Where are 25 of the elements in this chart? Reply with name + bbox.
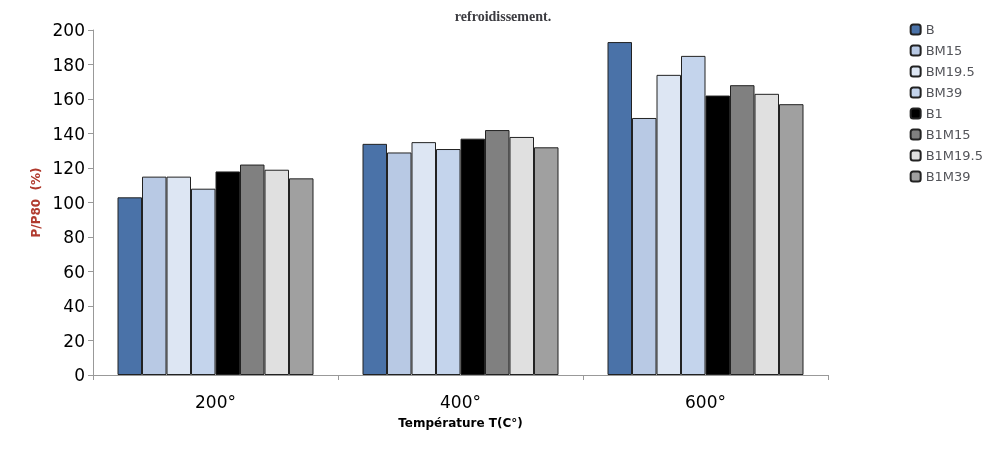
x-tick-label: 400° bbox=[440, 391, 481, 412]
legend-label: B bbox=[925, 22, 935, 37]
y-tick-label: 60 bbox=[63, 261, 85, 282]
legend-label: B1M15 bbox=[925, 127, 971, 142]
y-tick-label: 160 bbox=[52, 89, 85, 109]
y-tick-label: 140 bbox=[52, 123, 85, 144]
x-tick-label: 200° bbox=[195, 391, 236, 412]
legend-label: BM39 bbox=[925, 85, 963, 100]
legend-label: B1M19.5 bbox=[925, 148, 984, 163]
x-tick-label: 600° bbox=[685, 391, 726, 412]
legend-label: B1M39 bbox=[925, 169, 971, 184]
x-axis-title: Température T(C°) bbox=[398, 416, 523, 430]
y-tick-label: 120 bbox=[52, 158, 85, 178]
y-tick-label: 80 bbox=[63, 227, 85, 247]
legend-label: BM15 bbox=[925, 43, 963, 58]
y-tick-label: 0 bbox=[74, 365, 85, 385]
y-tick-label: 200 bbox=[52, 20, 85, 40]
y-tick-label: 100 bbox=[52, 192, 85, 213]
chart-title: refroidissement. bbox=[454, 8, 552, 24]
y-axis-title: P/P80 (%) bbox=[28, 167, 43, 238]
legend-label: BM19.5 bbox=[925, 64, 975, 79]
y-tick-label: 40 bbox=[63, 296, 85, 316]
y-tick-label: 20 bbox=[63, 330, 85, 351]
y-tick-label: 180 bbox=[52, 54, 85, 75]
legend-label: B1 bbox=[925, 106, 943, 121]
